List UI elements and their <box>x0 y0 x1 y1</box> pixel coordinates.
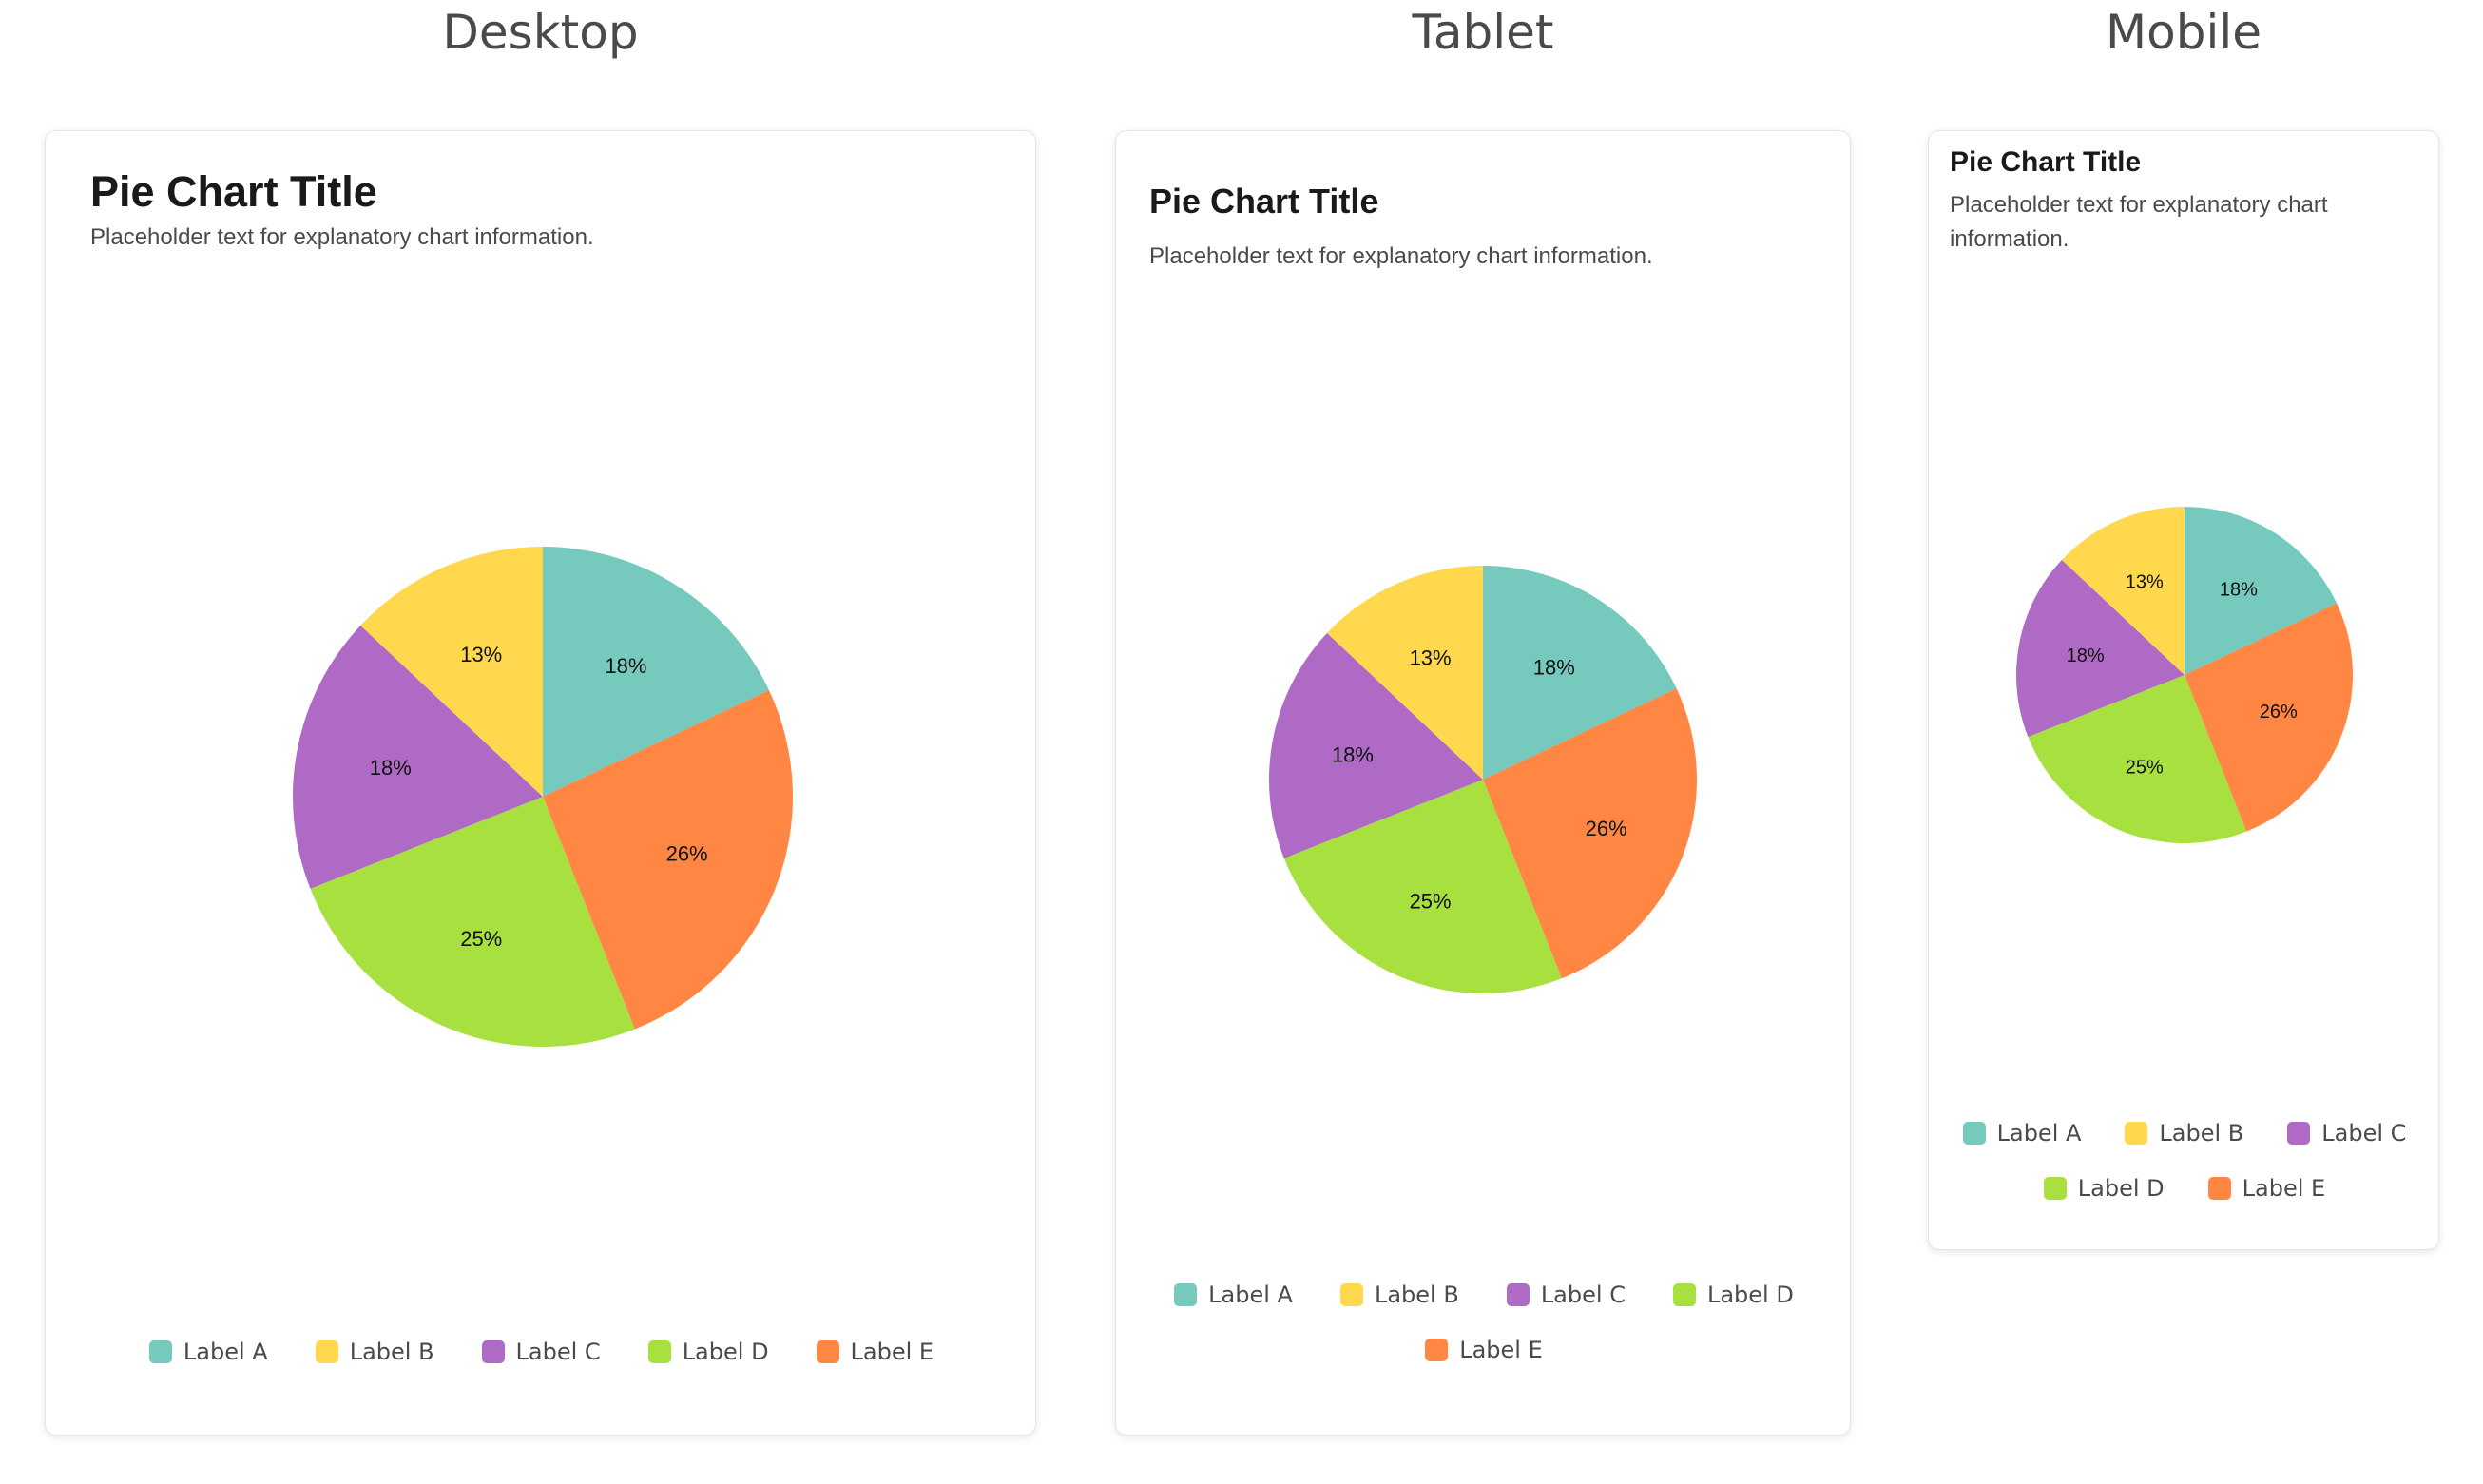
legend-swatch <box>2043 1177 2067 1200</box>
legend-item-label-e[interactable]: Label E <box>816 1339 934 1365</box>
legend-item-label-d[interactable]: Label D <box>1672 1282 1794 1308</box>
legend-item-label-e[interactable]: Label E <box>2207 1175 2326 1202</box>
legend-swatch <box>2125 1122 2148 1145</box>
chart-card-tablet: Pie Chart Title Placeholder text for exp… <box>1115 130 1851 1436</box>
legend-item-label-b[interactable]: Label B <box>2125 1120 2243 1147</box>
pie-slice-label-d[interactable] <box>310 797 635 1047</box>
chart-title: Pie Chart Title <box>1950 146 2142 178</box>
legend-label: Label C <box>515 1339 601 1365</box>
legend-item-label-e[interactable]: Label E <box>1425 1337 1543 1363</box>
pie-slice-label-d[interactable] <box>1283 780 1562 993</box>
slice-label-label-d: 25% <box>1410 890 1452 914</box>
chart-description: Placeholder text for explanatory chart i… <box>90 224 594 250</box>
legend-label: Label A <box>183 1339 268 1365</box>
pie-slice-label-d[interactable] <box>2028 675 2247 843</box>
pie-slice-label-e[interactable] <box>2185 603 2353 832</box>
slice-label-label-d: 25% <box>460 927 502 951</box>
legend-item-label-c[interactable]: Label C <box>481 1339 601 1365</box>
legend-swatch <box>1962 1122 1986 1145</box>
pie-slice-label-b[interactable] <box>1326 566 1483 780</box>
legend-item-label-b[interactable]: Label B <box>315 1339 434 1365</box>
legend-swatch <box>1174 1283 1198 1306</box>
legend-label: Label D <box>2077 1175 2165 1202</box>
chart-title: Pie Chart Title <box>90 167 377 216</box>
pie-slice-label-c[interactable] <box>2016 559 2185 738</box>
legend-item-label-a[interactable]: Label A <box>1174 1282 1293 1308</box>
legend-label: Label E <box>850 1339 934 1365</box>
slice-label-label-a: 18% <box>605 654 646 678</box>
chart-card-desktop: Pie Chart Title Placeholder text for exp… <box>45 130 1036 1436</box>
legend-label: Label D <box>682 1339 769 1365</box>
pie-slice-label-b[interactable] <box>2061 507 2185 675</box>
legend-item-label-c[interactable]: Label C <box>1506 1282 1626 1308</box>
legend-item-label-b[interactable]: Label B <box>1339 1282 1459 1308</box>
pie-chart: 18% 26% 25% 18% 13% <box>2016 507 2353 843</box>
slice-label-label-e: 26% <box>2260 702 2298 723</box>
section-heading-mobile: Mobile <box>2105 5 2262 60</box>
legend-swatch <box>1339 1283 1363 1306</box>
legend-label: Label D <box>1706 1282 1794 1308</box>
chart-description: Placeholder text for explanatory chart i… <box>1950 192 2328 252</box>
legend-swatch <box>816 1340 839 1363</box>
pie-chart: 18% 26% 25% 18% 13% <box>293 547 794 1047</box>
slice-label-label-a: 18% <box>2220 579 2258 600</box>
legend-item-label-c[interactable]: Label C <box>2287 1120 2406 1147</box>
chart-legend: Label A Label B Label C Label D Label E <box>46 1339 1037 1365</box>
legend-swatch <box>1425 1339 1449 1361</box>
legend-swatch <box>148 1340 172 1363</box>
slice-label-label-b: 13% <box>2126 572 2164 593</box>
legend-label: Label A <box>1996 1120 2082 1147</box>
pie-slice-label-a[interactable] <box>1483 566 1677 780</box>
legend-label: Label C <box>1540 1282 1626 1308</box>
pie-chart: 18% 26% 25% 18% 13% <box>1269 566 1697 993</box>
chart-legend: Label A Label B Label C Label D Label E <box>1164 1282 1804 1363</box>
pie-slice-label-c[interactable] <box>293 625 543 889</box>
legend-swatch <box>1672 1283 1696 1306</box>
legend-item-label-d[interactable]: Label D <box>647 1339 769 1365</box>
legend-label: Label B <box>1374 1282 1459 1308</box>
legend-item-label-d[interactable]: Label D <box>2043 1175 2165 1202</box>
legend-swatch <box>1506 1283 1530 1306</box>
slice-label-label-c: 18% <box>370 756 412 780</box>
chart-description: Placeholder text for explanatory chart i… <box>1149 243 1653 269</box>
slice-label-label-e: 26% <box>666 842 708 866</box>
slice-label-label-c: 18% <box>2067 646 2105 666</box>
legend-swatch <box>647 1340 671 1363</box>
legend-item-label-a[interactable]: Label A <box>148 1339 268 1365</box>
legend-label: Label C <box>2321 1120 2407 1147</box>
legend-swatch <box>481 1340 505 1363</box>
slice-label-label-a: 18% <box>1533 656 1575 680</box>
pie-slice-label-b[interactable] <box>360 547 543 797</box>
legend-label: Label A <box>1208 1282 1293 1308</box>
legend-item-label-a[interactable]: Label A <box>1962 1120 2082 1147</box>
pie-slice-label-e[interactable] <box>543 690 794 1030</box>
legend-label: Label B <box>2159 1120 2244 1147</box>
pie-slice-label-a[interactable] <box>543 547 769 797</box>
slice-label-label-c: 18% <box>1332 742 1374 766</box>
legend-swatch <box>315 1340 338 1363</box>
section-heading-tablet: Tablet <box>1412 5 1554 60</box>
legend-label: Label B <box>349 1339 434 1365</box>
section-heading-desktop: Desktop <box>442 5 639 60</box>
slice-label-label-b: 13% <box>1410 646 1452 669</box>
chart-legend: Label A Label B Label C Label D Label E <box>1929 1120 2440 1202</box>
legend-swatch <box>2207 1177 2231 1200</box>
slice-label-label-d: 25% <box>2126 757 2164 778</box>
slice-label-label-e: 26% <box>1586 817 1627 840</box>
legend-label: Label E <box>1459 1337 1543 1363</box>
legend-label: Label E <box>2242 1175 2326 1202</box>
chart-card-mobile: Pie Chart Title Placeholder text for exp… <box>1928 130 2439 1250</box>
legend-swatch <box>2287 1122 2311 1145</box>
chart-title: Pie Chart Title <box>1149 182 1379 221</box>
pie-slice-label-c[interactable] <box>1269 632 1483 858</box>
pie-slice-label-e[interactable] <box>1483 688 1697 979</box>
slice-label-label-b: 13% <box>460 643 502 666</box>
pie-slice-label-a[interactable] <box>2185 507 2338 675</box>
